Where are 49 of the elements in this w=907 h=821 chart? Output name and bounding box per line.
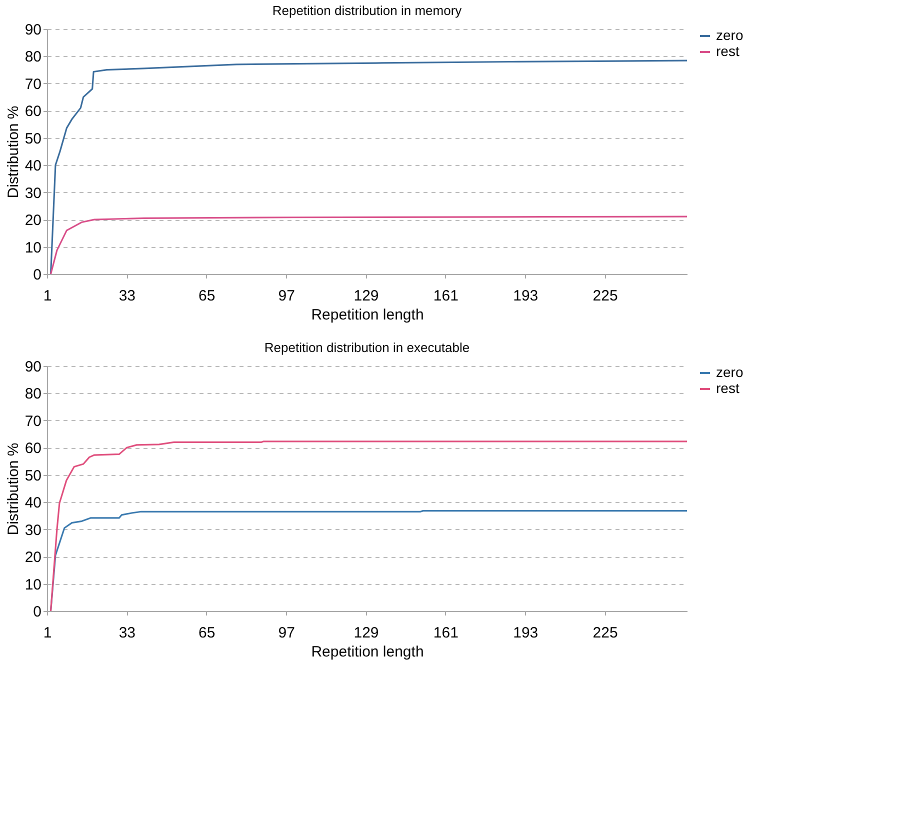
x-tick-label: 1 bbox=[43, 624, 52, 642]
y-tick-label: 10 bbox=[24, 239, 42, 256]
y-tick-label: 10 bbox=[24, 576, 42, 594]
y-tick-label: 20 bbox=[24, 549, 42, 566]
chart-title: Repetition distribution in executable bbox=[264, 340, 470, 355]
x-axis-title: Repetition length bbox=[311, 306, 424, 324]
y-tick-label: 70 bbox=[24, 412, 42, 430]
y-tick-label: 0 bbox=[33, 266, 42, 284]
x-tick-label: 65 bbox=[198, 288, 216, 304]
x-tick-label: 129 bbox=[354, 624, 379, 642]
y-tick-label: 80 bbox=[24, 48, 42, 66]
y-tick-label: 80 bbox=[24, 386, 42, 403]
legend-label: zero bbox=[716, 27, 744, 43]
x-tick-label: 161 bbox=[433, 624, 458, 642]
y-tick-label: 30 bbox=[24, 522, 42, 539]
y-axis-title: Distribution % bbox=[4, 106, 22, 198]
line-series bbox=[50, 216, 688, 275]
line-series bbox=[50, 60, 688, 275]
x-tick-label: 225 bbox=[592, 288, 618, 304]
y-tick-label: 40 bbox=[24, 494, 42, 512]
y-tick-label: 20 bbox=[24, 212, 42, 230]
y-tick-label: 0 bbox=[33, 604, 42, 620]
x-tick-label: 97 bbox=[278, 288, 295, 304]
y-tick-label: 50 bbox=[24, 467, 42, 484]
chart-title: Repetition distribution in memory bbox=[272, 3, 462, 18]
x-tick-label: 193 bbox=[513, 288, 538, 304]
x-tick-label: 161 bbox=[433, 288, 458, 304]
x-axis-title: Repetition length bbox=[311, 644, 424, 660]
x-tick-label: 225 bbox=[592, 624, 618, 642]
y-tick-label: 90 bbox=[24, 358, 42, 376]
y-tick-label: 30 bbox=[24, 184, 42, 202]
x-tick-label: 33 bbox=[118, 624, 136, 642]
y-tick-label: 40 bbox=[24, 158, 42, 175]
y-tick-label: 70 bbox=[24, 76, 42, 93]
x-tick-label: 1 bbox=[43, 288, 52, 304]
line-series bbox=[50, 440, 688, 612]
legend-label: rest bbox=[716, 380, 740, 396]
y-tick-label: 90 bbox=[24, 22, 42, 38]
x-tick-label: 33 bbox=[118, 288, 136, 304]
x-tick-label: 97 bbox=[278, 624, 295, 642]
y-tick-label: 50 bbox=[24, 130, 42, 148]
y-tick-label: 60 bbox=[24, 440, 42, 458]
x-tick-label: 129 bbox=[354, 288, 379, 304]
y-tick-label: 60 bbox=[24, 103, 42, 120]
legend-label: zero bbox=[716, 364, 744, 380]
x-tick-label: 193 bbox=[513, 624, 538, 642]
legend-label: rest bbox=[716, 43, 740, 59]
x-tick-label: 65 bbox=[198, 624, 216, 642]
y-axis-title: Distribution % bbox=[4, 442, 22, 536]
